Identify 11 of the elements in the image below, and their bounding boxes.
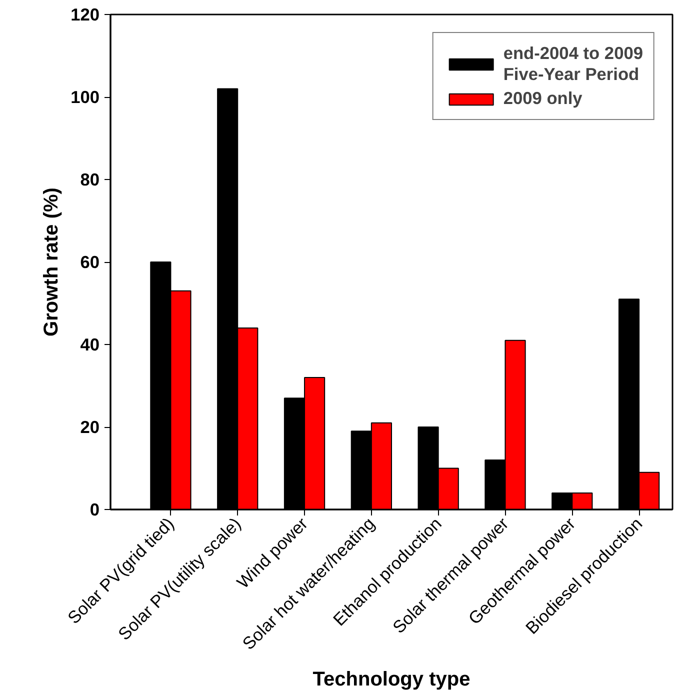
y-tick-label: 100	[70, 87, 100, 107]
legend-label: 2009 only	[503, 88, 582, 109]
legend-label: end-2004 to 2009 Five-Year Period	[503, 43, 643, 85]
x-axis-title: Technology type	[312, 668, 470, 691]
y-tick-label: 80	[80, 170, 100, 190]
y-tick-label: 0	[90, 500, 100, 520]
y-axis-title: Growth rate (%)	[40, 188, 63, 336]
y-tick-label: 120	[70, 4, 100, 24]
y-tick-label: 60	[80, 252, 100, 272]
y-tick-label: 40	[80, 334, 100, 354]
y-tick-label: 20	[80, 417, 100, 437]
